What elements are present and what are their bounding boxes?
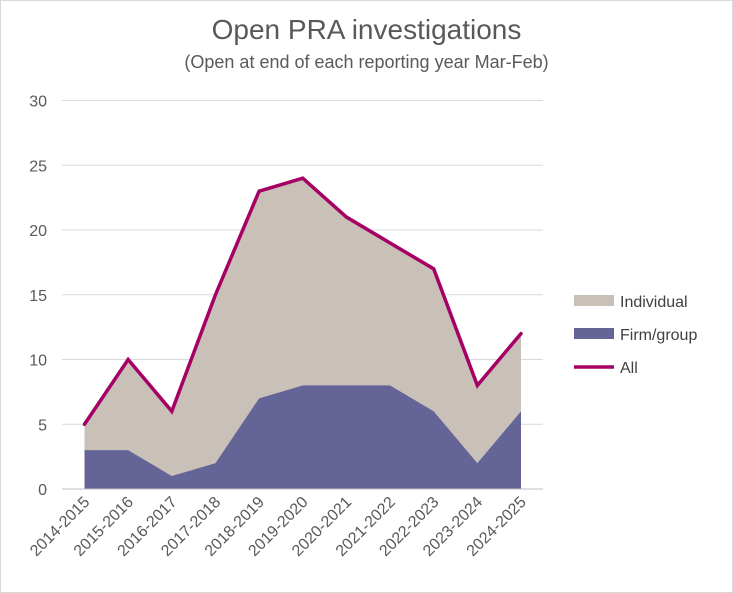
y-tick-label-5: 5 xyxy=(38,417,47,434)
legend-swatch-individual xyxy=(574,295,614,306)
area-individual xyxy=(84,178,521,477)
y-tick-label-0: 0 xyxy=(38,482,47,499)
area-firm-group xyxy=(84,385,521,489)
y-tick-label-15: 15 xyxy=(29,288,47,305)
legend-label-individual: Individual xyxy=(620,294,688,311)
y-tick-label-10: 10 xyxy=(29,353,47,370)
line-all xyxy=(82,176,523,426)
legend-swatch-firm-group xyxy=(574,328,614,339)
y-tick-label-20: 20 xyxy=(29,223,47,240)
chart-subtitle: (Open at end of each reporting year Mar-… xyxy=(184,52,549,72)
y-tick-label-25: 25 xyxy=(29,158,47,175)
chart-title: Open PRA investigations xyxy=(211,14,522,45)
legend-label-all: All xyxy=(620,360,638,377)
legend-label-firm-group: Firm/group xyxy=(620,327,697,344)
y-tick-label-30: 30 xyxy=(29,94,47,111)
